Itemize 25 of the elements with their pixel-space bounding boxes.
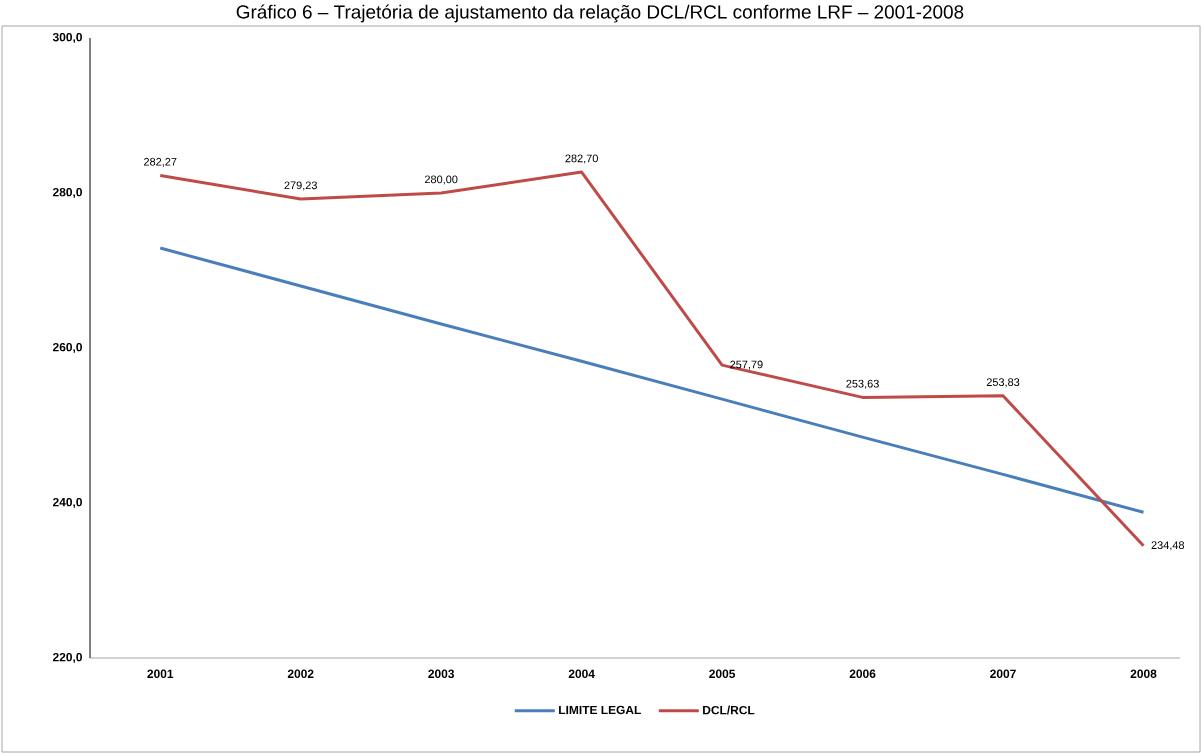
data-label: 253,83 [986, 378, 1020, 388]
data-label: 282,70 [565, 154, 598, 164]
x-tick-label: 2002 [287, 669, 314, 678]
y-tick-label: 300,0 [52, 32, 82, 44]
data-label: 253,63 [846, 379, 879, 389]
x-tick-label: 2001 [147, 669, 174, 678]
x-tick-label: 2006 [849, 669, 876, 678]
data-label: 234,48 [1151, 541, 1185, 551]
x-tick-label: 2003 [428, 669, 455, 679]
y-tick-label: 260,0 [52, 342, 82, 354]
y-tick-label: 280,0 [52, 187, 82, 199]
data-label: 280,00 [424, 175, 458, 185]
y-tick-label: 240,0 [52, 497, 82, 509]
x-tick-label: 2007 [990, 669, 1016, 678]
chart-title: Gráfico 6 – Trajetória de ajustamento da relação DCL/RCL conforme LRF – 2001-2008 [236, 4, 964, 23]
x-tick-label: 2005 [709, 669, 736, 678]
x-tick-label: 2008 [1130, 669, 1157, 678]
data-label: 257,79 [730, 360, 763, 370]
y-tick-label: 220,0 [52, 652, 82, 664]
data-label: 279,23 [284, 181, 317, 191]
line-series [158, 170, 1145, 548]
data-label: 282,27 [144, 157, 177, 167]
legend-label: DCL/RCL [703, 705, 755, 715]
x-tick-label: 2004 [568, 669, 595, 678]
legend-label: LIMITE LEGAL [559, 705, 641, 715]
